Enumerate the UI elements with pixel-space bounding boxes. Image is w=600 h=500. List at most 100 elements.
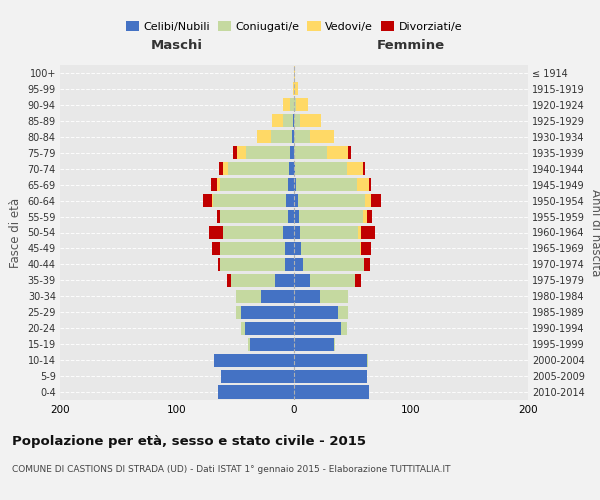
Bar xyxy=(341,322,347,335)
Text: Femmine: Femmine xyxy=(377,39,445,52)
Bar xyxy=(294,226,300,239)
Bar xyxy=(294,306,338,319)
Bar xyxy=(217,178,220,191)
Bar xyxy=(361,226,375,239)
Bar xyxy=(275,274,294,287)
Bar xyxy=(212,194,213,207)
Bar xyxy=(286,194,294,207)
Bar xyxy=(221,370,294,382)
Bar xyxy=(327,146,348,160)
Bar xyxy=(293,114,294,128)
Bar xyxy=(334,338,335,350)
Bar xyxy=(248,338,250,350)
Bar xyxy=(367,210,373,223)
Bar xyxy=(223,226,283,239)
Bar xyxy=(300,114,321,128)
Bar xyxy=(213,194,286,207)
Bar xyxy=(294,338,334,350)
Bar xyxy=(219,162,223,175)
Bar xyxy=(358,226,361,239)
Bar xyxy=(245,322,294,335)
Bar xyxy=(218,386,294,398)
Bar xyxy=(289,162,294,175)
Bar xyxy=(290,146,294,160)
Bar xyxy=(294,322,341,335)
Bar xyxy=(298,194,365,207)
Bar xyxy=(296,178,357,191)
Bar xyxy=(284,242,294,255)
Bar xyxy=(283,114,293,128)
Bar xyxy=(288,210,294,223)
Bar xyxy=(294,354,367,366)
Bar xyxy=(294,162,295,175)
Bar xyxy=(294,290,320,303)
Bar xyxy=(283,226,294,239)
Bar xyxy=(310,274,355,287)
Bar xyxy=(246,146,290,160)
Bar xyxy=(294,370,367,382)
Bar xyxy=(363,210,367,223)
Bar xyxy=(231,274,275,287)
Bar xyxy=(235,306,241,319)
Text: COMUNE DI CASTIONS DI STRADA (UD) - Dati ISTAT 1° gennaio 2015 - Elaborazione TU: COMUNE DI CASTIONS DI STRADA (UD) - Dati… xyxy=(12,465,451,474)
Bar xyxy=(271,130,292,143)
Bar xyxy=(367,354,368,366)
Bar xyxy=(233,146,236,160)
Bar xyxy=(361,242,371,255)
Bar xyxy=(250,338,294,350)
Bar xyxy=(294,114,300,128)
Bar xyxy=(310,130,334,143)
Bar xyxy=(241,306,294,319)
Bar xyxy=(294,66,295,80)
Bar xyxy=(283,98,290,112)
Bar xyxy=(229,162,289,175)
Bar xyxy=(357,178,369,191)
Bar xyxy=(220,242,284,255)
Bar xyxy=(347,162,363,175)
Bar xyxy=(369,178,371,191)
Bar xyxy=(364,258,370,271)
Bar xyxy=(294,194,298,207)
Bar xyxy=(241,322,245,335)
Text: Maschi: Maschi xyxy=(151,39,203,52)
Bar xyxy=(227,274,231,287)
Bar xyxy=(236,146,246,160)
Bar xyxy=(294,130,310,143)
Bar xyxy=(320,290,348,303)
Bar xyxy=(284,258,294,271)
Bar xyxy=(365,194,371,207)
Bar xyxy=(299,210,363,223)
Bar xyxy=(294,210,299,223)
Legend: Celibi/Nubili, Coniugati/e, Vedovi/e, Divorziati/e: Celibi/Nubili, Coniugati/e, Vedovi/e, Di… xyxy=(121,17,467,36)
Bar xyxy=(294,386,369,398)
Bar xyxy=(301,242,359,255)
Bar xyxy=(214,354,294,366)
Bar xyxy=(261,290,294,303)
Bar xyxy=(300,226,358,239)
Bar xyxy=(257,130,271,143)
Text: Popolazione per età, sesso e stato civile - 2015: Popolazione per età, sesso e stato civil… xyxy=(12,435,366,448)
Bar xyxy=(223,162,229,175)
Bar xyxy=(292,130,294,143)
Bar xyxy=(209,226,223,239)
Bar xyxy=(220,178,288,191)
Bar xyxy=(338,306,348,319)
Bar xyxy=(294,82,298,96)
Bar xyxy=(295,162,347,175)
Bar xyxy=(304,258,364,271)
Bar xyxy=(294,242,301,255)
Bar xyxy=(294,178,296,191)
Bar xyxy=(371,194,380,207)
Y-axis label: Anni di nascita: Anni di nascita xyxy=(589,189,600,276)
Bar xyxy=(220,258,284,271)
Bar xyxy=(212,242,220,255)
Bar xyxy=(220,210,288,223)
Bar xyxy=(217,210,220,223)
Bar xyxy=(348,146,352,160)
Bar xyxy=(363,162,365,175)
Bar xyxy=(218,258,220,271)
Bar xyxy=(203,194,212,207)
Bar xyxy=(359,242,361,255)
Bar xyxy=(272,114,283,128)
Bar xyxy=(294,258,304,271)
